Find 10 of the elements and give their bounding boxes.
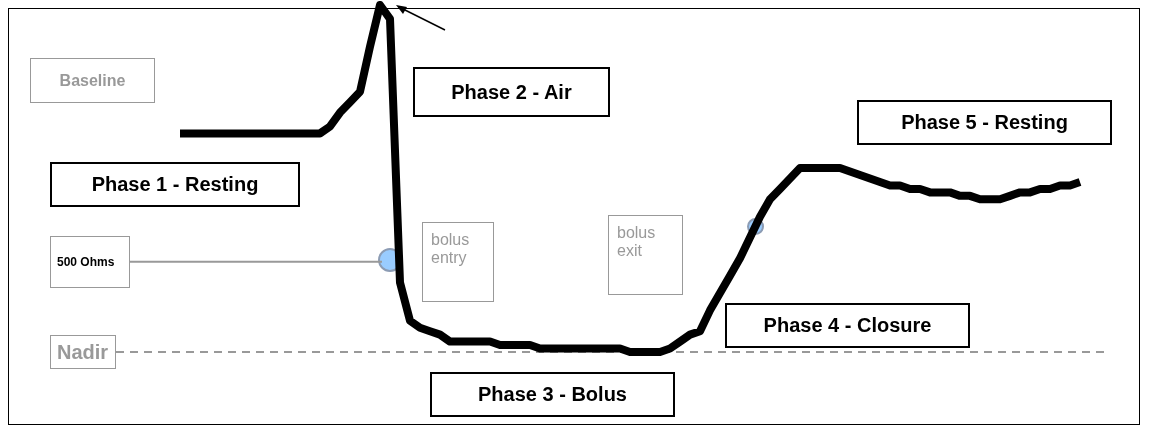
- annotation: bolus exit: [608, 215, 683, 295]
- annotation: bolus entry: [422, 222, 494, 302]
- text: Phase 3 - Bolus: [430, 372, 675, 417]
- ref-line-label: Nadir: [50, 335, 116, 369]
- text: Baseline: [30, 58, 155, 103]
- ref-line-label: 500 Ohms: [50, 235, 130, 288]
- annotation: Phase 4 - Closure: [725, 303, 970, 348]
- annotation: Phase 5 - Resting: [857, 100, 1112, 145]
- annotation: Phase 1 - Resting: [50, 162, 300, 207]
- annotation: Phase 2 - Air: [413, 67, 610, 117]
